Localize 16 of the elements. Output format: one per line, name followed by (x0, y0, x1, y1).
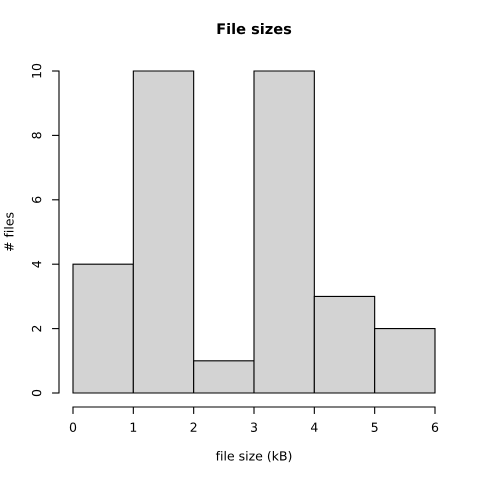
y-axis-title: # files (4, 212, 14, 252)
x-tick-label: 6 (432, 422, 438, 432)
y-tick-label: 6 (32, 196, 42, 203)
x-tick-label: 5 (372, 422, 378, 432)
x-tick-label: 1 (130, 422, 136, 432)
x-tick-label: 0 (70, 422, 76, 432)
x-tick-label: 3 (250, 422, 257, 432)
y-tick-label: 0 (32, 390, 42, 396)
x-tick-label: 4 (310, 422, 318, 432)
y-tick-label: 8 (32, 132, 42, 139)
x-axis-title: file size (kB) (216, 450, 292, 462)
y-tick-label: 4 (32, 260, 42, 268)
chart-title: File sizes (218, 22, 292, 34)
y-tick-label: 10 (32, 64, 42, 78)
x-tick-label: 2 (190, 422, 196, 432)
y-tick-label: 2 (32, 326, 42, 332)
